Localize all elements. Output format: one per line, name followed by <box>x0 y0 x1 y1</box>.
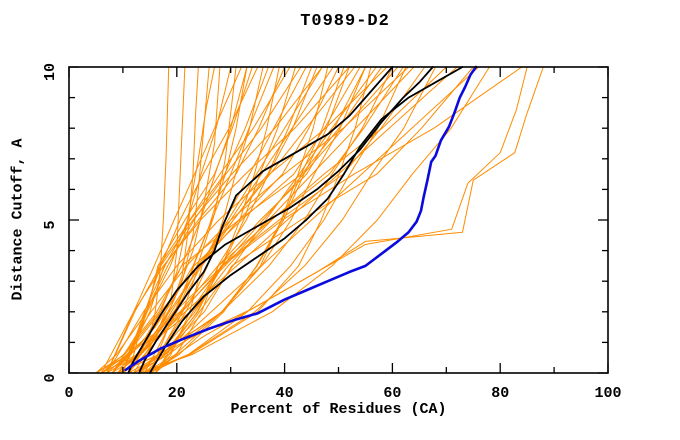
orange-model-curve <box>122 66 415 374</box>
orange-model-curve <box>111 66 410 374</box>
orange-model-curve <box>111 66 221 374</box>
orange-model-curve <box>154 66 366 374</box>
orange-model-curve <box>127 66 399 374</box>
x-tick-label: 20 <box>168 385 186 402</box>
orange-model-curve <box>143 66 307 374</box>
blue-reference-curve <box>124 65 478 372</box>
orange-model-curve <box>106 66 248 374</box>
orange-model-curve <box>117 66 237 374</box>
orange-model-curve <box>122 66 210 374</box>
orange-model-curve <box>154 66 447 374</box>
orange-model-curve <box>133 66 366 374</box>
orange-model-curve <box>106 66 242 374</box>
orange-model-curve <box>95 66 232 374</box>
orange-model-curve <box>127 66 474 374</box>
orange-model-curve <box>117 66 253 374</box>
orange-model-curve <box>117 66 186 374</box>
orange-model-curve <box>111 66 269 374</box>
orange-model-curve <box>143 66 437 374</box>
orange-model-curve <box>138 66 490 374</box>
y-tick-label: 0 <box>42 373 59 382</box>
x-tick-label: 0 <box>64 385 73 402</box>
orange-model-curve <box>143 66 480 374</box>
x-axis-label: Percent of Residues (CA) <box>230 401 447 418</box>
orange-model-curve <box>106 66 388 374</box>
orange-model-curve <box>122 66 302 374</box>
orange-model-curve <box>138 66 404 374</box>
black-highlight-curve <box>148 66 464 374</box>
orange-model-curve <box>100 66 216 374</box>
orange-model-curve <box>111 66 286 374</box>
x-tick-label: 60 <box>383 385 401 402</box>
x-tick-label: 100 <box>594 385 621 402</box>
x-tick-label: 40 <box>276 385 294 402</box>
orange-model-curve <box>143 66 350 374</box>
orange-model-curve <box>149 66 528 374</box>
y-tick-label: 5 <box>42 220 59 229</box>
chart-title: T0989-D2 <box>300 12 390 31</box>
x-tick-label: 80 <box>491 385 509 402</box>
black-highlight-curve <box>138 66 394 374</box>
orange-model-curve <box>133 66 323 374</box>
orange-model-curve <box>100 66 350 374</box>
y-tick-label: 10 <box>42 63 59 81</box>
orange-model-curve <box>143 66 372 374</box>
